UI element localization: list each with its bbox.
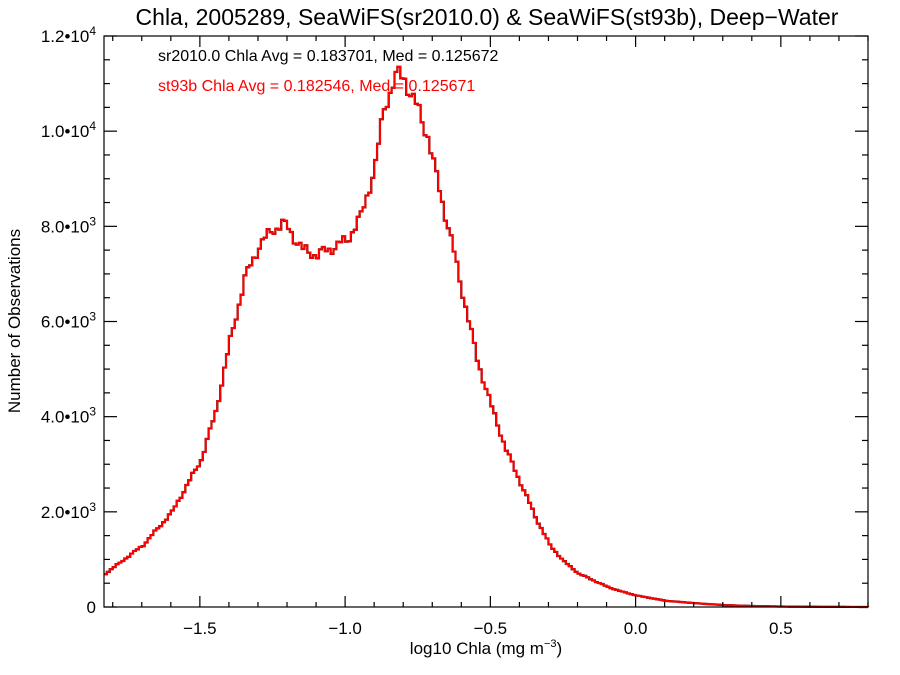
x-axis-title: log10 Chla (mg m−3): [410, 638, 562, 658]
x-tick-label: 0.0: [624, 619, 648, 638]
x-axis-title-close: ): [557, 639, 563, 658]
y-axis-title: Number of Observations: [5, 229, 24, 413]
y-tick-label: 4.0•103: [41, 405, 97, 427]
y-tick-label: 2.0•103: [41, 500, 97, 522]
y-tick-label: 0: [87, 598, 96, 617]
ticks-layer: −1.5 −1.0 −0.5 0.0 0.5 0 2.0•103 4.0•103 6.0•103…: [41, 24, 869, 638]
x-tick-label: −1.5: [183, 619, 217, 638]
x-tick-label: −1.0: [328, 619, 362, 638]
annotation-layer: sr2010.0 Chla Avg = 0.183701, Med = 0.12…: [158, 48, 499, 95]
annotation-sr2010: sr2010.0 Chla Avg = 0.183701, Med = 0.12…: [158, 48, 499, 65]
chart-title: Chla, 2005289, SeaWiFS(sr2010.0) & SeaWi…: [136, 4, 839, 30]
series-line-st93b: [104, 65, 869, 608]
y-tick-label: 1.0•104: [41, 119, 97, 141]
annotation-st93b: st93b Chla Avg = 0.182546, Med = 0.12567…: [158, 78, 475, 95]
y-tick-label: 1.2•104: [41, 24, 97, 46]
x-axis-title-exponent: −3: [544, 638, 557, 650]
series-layer: [104, 65, 870, 609]
series-line-sr2010.0: [104, 65, 870, 609]
plot-frame: [103, 35, 869, 608]
y-tick-label: 6.0•103: [41, 310, 97, 332]
x-axis-title-main: log10 Chla (mg m: [410, 639, 544, 658]
y-tick-label: 8.0•103: [41, 214, 97, 236]
x-tick-label: −0.5: [474, 619, 508, 638]
x-tick-label: 0.5: [769, 619, 793, 638]
